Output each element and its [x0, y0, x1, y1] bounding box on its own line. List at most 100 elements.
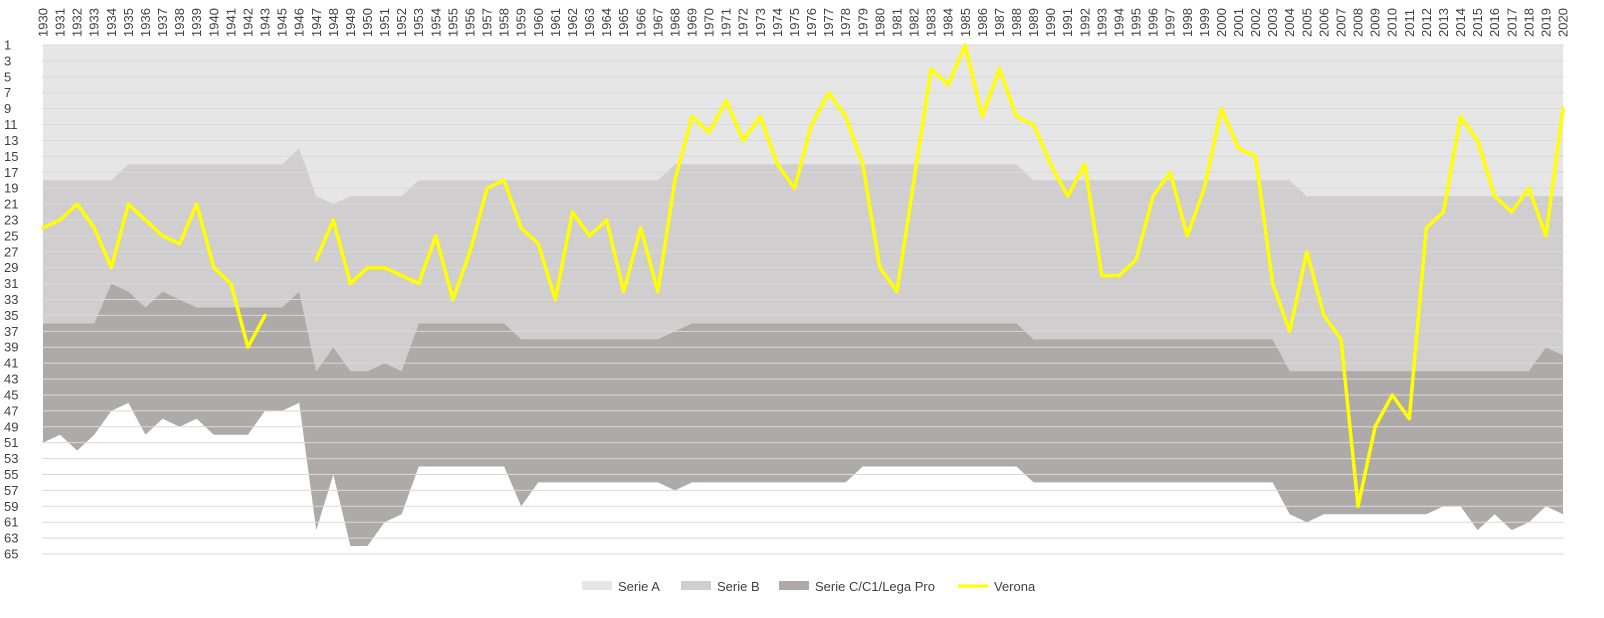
- legend: Serie A Serie B Serie C/C1/Lega Pro Verona: [582, 579, 1036, 594]
- x-tick-label: 1969: [684, 8, 699, 37]
- x-tick-label: 1949: [343, 8, 358, 37]
- x-tick-label: 2006: [1316, 8, 1331, 37]
- x-tick-label: 1994: [1111, 8, 1126, 37]
- x-tick-label: 1943: [258, 8, 273, 37]
- x-tick-label: 1984: [941, 8, 956, 37]
- y-tick-label: 25: [4, 228, 18, 243]
- x-tick-label: 2009: [1368, 8, 1383, 37]
- y-tick-label: 47: [4, 403, 18, 418]
- x-tick-label: 1992: [1077, 8, 1092, 37]
- x-tick-label: 1972: [736, 8, 751, 37]
- x-tick-label: 2001: [1231, 8, 1246, 37]
- x-tick-label: 1933: [87, 8, 102, 37]
- x-tick-label: 2004: [1282, 8, 1297, 37]
- x-tick-label: 1986: [975, 8, 990, 37]
- series-verona-line: [41, 43, 1565, 509]
- x-tick-label: 1983: [924, 8, 939, 37]
- x-tick-label: 1990: [1043, 8, 1058, 37]
- y-tick-label: 19: [4, 181, 18, 196]
- x-tick-label: 1989: [1026, 8, 1041, 37]
- x-tick-label: 2011: [1402, 9, 1417, 37]
- x-tick-label: 1967: [650, 8, 665, 37]
- x-tick-label: 1997: [1163, 8, 1178, 37]
- x-tick-label: 1970: [702, 8, 717, 37]
- y-axis-ticks: 1357911131517192123252729313335373941434…: [4, 38, 18, 562]
- x-tick-label: 1954: [428, 8, 443, 37]
- x-tick-label: 1980: [872, 8, 887, 37]
- x-tick-label: 2020: [1556, 8, 1571, 37]
- x-tick-label: 2014: [1453, 8, 1468, 37]
- x-tick-label: 2002: [1248, 8, 1263, 37]
- y-tick-label: 17: [4, 165, 18, 180]
- x-tick-label: 1936: [138, 8, 153, 37]
- x-tick-label: 1993: [1094, 8, 1109, 37]
- y-tick-label: 3: [4, 53, 11, 68]
- y-tick-label: 51: [4, 435, 18, 450]
- x-tick-label: 1934: [104, 8, 119, 37]
- x-tick-label: 1959: [514, 8, 529, 37]
- y-tick-label: 33: [4, 292, 18, 307]
- x-tick-label: 2013: [1436, 8, 1451, 37]
- x-tick-label: 1956: [462, 8, 477, 37]
- x-tick-label: 1932: [70, 8, 85, 37]
- x-tick-label: 1952: [394, 8, 409, 37]
- x-tick-label: 1946: [292, 8, 307, 37]
- y-tick-label: 7: [4, 85, 11, 100]
- x-tick-label: 1974: [770, 8, 785, 37]
- x-tick-label: 1985: [958, 8, 973, 37]
- x-tick-label: 1996: [1146, 8, 1161, 37]
- x-tick-label: 1948: [326, 8, 341, 37]
- x-tick-label: 1964: [599, 8, 614, 37]
- x-tick-label: 2010: [1385, 8, 1400, 37]
- x-tick-label: 2008: [1351, 8, 1366, 37]
- y-tick-label: 61: [4, 515, 18, 530]
- x-tick-label: 1958: [497, 8, 512, 37]
- x-tick-label: 2015: [1470, 8, 1485, 37]
- x-tick-label: 1960: [531, 8, 546, 37]
- y-tick-label: 23: [4, 212, 18, 227]
- y-tick-label: 15: [4, 149, 18, 164]
- y-tick-label: 65: [4, 547, 18, 562]
- y-tick-label: 9: [4, 101, 11, 116]
- x-tick-label: 2019: [1538, 8, 1553, 37]
- y-tick-label: 11: [4, 117, 18, 132]
- x-tick-label: 1950: [360, 8, 375, 37]
- x-tick-label: 2003: [1265, 8, 1280, 37]
- band-serie-c-c1-lega-pro: [43, 283, 1563, 547]
- x-tick-label: 2000: [1214, 8, 1229, 37]
- x-tick-label: 1957: [480, 8, 495, 37]
- x-axis-ticks: 1930 1931 1932 1933 1934 1935 1936 1937 1938 1939…: [36, 8, 1571, 37]
- y-tick-label: 31: [4, 276, 18, 291]
- x-tick-label: 1930: [36, 8, 51, 37]
- x-tick-label: 1998: [1180, 8, 1195, 37]
- x-tick-label: 1975: [787, 8, 802, 37]
- x-tick-label: 1945: [275, 8, 290, 37]
- x-tick-label: 1999: [1197, 8, 1212, 37]
- x-tick-label: 1981: [889, 8, 904, 37]
- gridlines: [42, 44, 1564, 555]
- x-tick-label: 1953: [411, 8, 426, 37]
- x-tick-label: 1961: [548, 8, 563, 37]
- legend-swatch: [779, 581, 809, 590]
- x-tick-label: 1938: [172, 8, 187, 37]
- x-tick-label: 1976: [804, 8, 819, 37]
- x-tick-label: 2005: [1299, 8, 1314, 37]
- x-tick-label: 2007: [1333, 8, 1348, 37]
- y-tick-label: 29: [4, 260, 18, 275]
- y-tick-label: 43: [4, 372, 18, 387]
- y-tick-label: 35: [4, 308, 18, 323]
- x-tick-label: 1937: [155, 8, 170, 37]
- x-tick-label: 1931: [53, 8, 68, 37]
- x-tick-label: 1995: [1129, 8, 1144, 37]
- x-tick-label: 1966: [633, 8, 648, 37]
- y-tick-label: 13: [4, 133, 18, 148]
- x-tick-label: 1955: [445, 8, 460, 37]
- x-tick-label: 1971: [719, 8, 734, 37]
- x-tick-label: 1968: [667, 8, 682, 37]
- y-tick-label: 57: [4, 483, 18, 498]
- y-tick-label: 21: [4, 197, 18, 212]
- area-bands: [43, 45, 1563, 547]
- x-tick-label: 1963: [582, 8, 597, 37]
- y-tick-label: 1: [4, 38, 11, 53]
